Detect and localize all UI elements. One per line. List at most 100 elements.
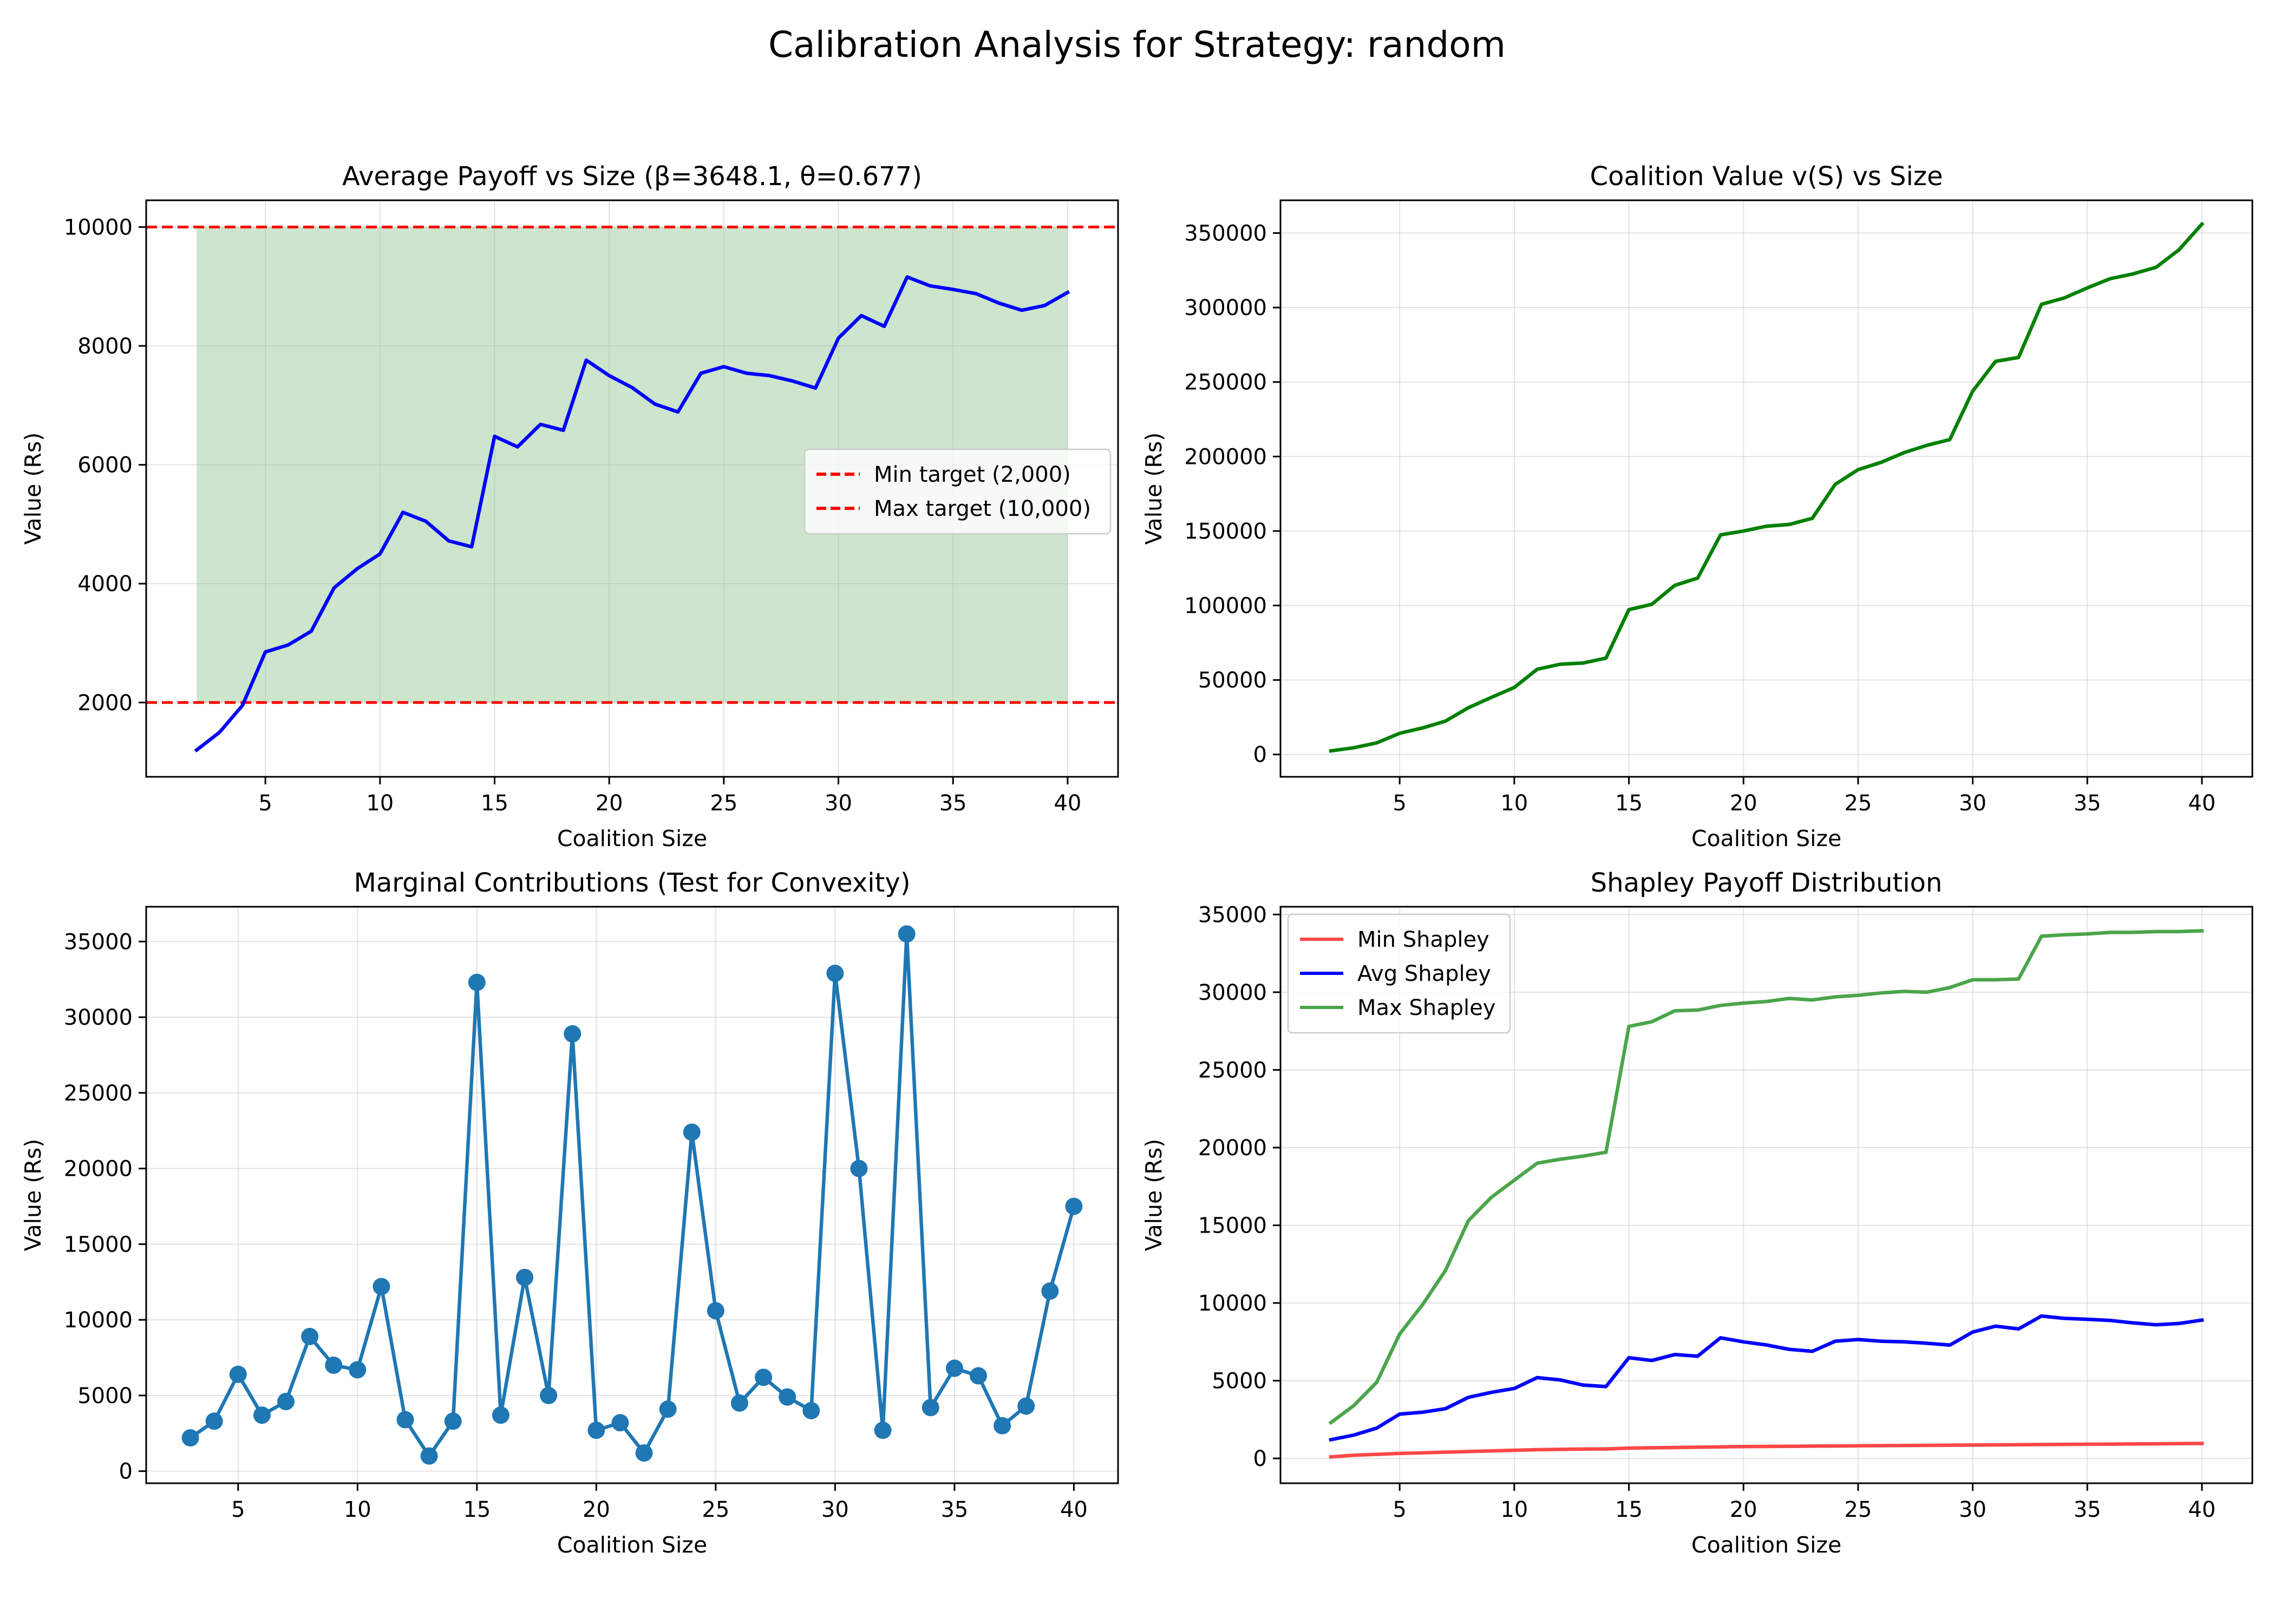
y-tick-label: 0 [1253,1446,1267,1471]
y-tick-label: 30000 [64,1005,133,1030]
data-point [516,1268,534,1286]
x-tick-label: 15 [1615,1497,1643,1522]
legend: Min target (2,000) Max target (10,000) [803,448,1112,535]
y-tick-label: 2000 [77,691,133,716]
y-tick-label: 15000 [64,1232,133,1257]
data-point [826,964,844,982]
axes-frame [1279,906,2253,1484]
y-axis-label: Value (Rs) [1141,433,1167,545]
x-tick-label: 30 [1959,791,1987,816]
axes-frame [1279,199,2253,778]
x-tick-label: 35 [939,791,967,816]
y-tick-label: 150000 [1184,519,1267,544]
y-tick-label: 25000 [1198,1058,1267,1083]
data-point [635,1444,653,1462]
x-tick-label: 40 [1054,791,1081,816]
chart-3: 5 10 15 20 25 30 35 40 0 5000 10000 15000 20000 25000… [20,868,1119,1558]
data-point [564,1025,581,1043]
data-point [659,1400,677,1418]
x-tick-label: 15 [1615,791,1643,816]
x-tick-label: 30 [821,1497,849,1522]
chart-title: Average Payoff vs Size (β=3648.1, θ=0.67… [342,161,922,192]
y-tick-label: 250000 [1184,370,1267,395]
x-tick-label: 10 [1500,791,1528,816]
data-point [373,1278,390,1295]
x-axis-label: Coalition Size [1691,1532,1841,1558]
y-tick-label: 6000 [77,453,133,478]
x-tick-label: 40 [2188,791,2216,816]
data-point [730,1394,748,1412]
x-tick-label: 20 [1730,791,1757,816]
data-point [707,1302,724,1320]
x-tick-label: 5 [1393,1497,1406,1522]
data-point [1017,1397,1035,1415]
series-line-3 [1328,929,2204,1425]
y-tick-label: 100000 [1184,594,1267,619]
data-point [229,1365,247,1383]
data-point [492,1406,509,1424]
data-point [874,1422,892,1439]
legend: Min Shapley Avg Shapley Max Shapley [1287,913,1511,1034]
y-tick-label: 35000 [64,929,133,954]
x-tick-label: 10 [366,791,394,816]
plot-area [146,225,1118,753]
plot-area [1329,221,2205,753]
y-tick-label: 25000 [64,1081,133,1106]
legend-label: Avg Shapley [1357,961,1491,986]
data-point [850,1160,868,1177]
series-line-1 [1329,221,2205,753]
series-line-1 [1329,1442,2204,1459]
data-point [540,1386,558,1404]
x-tick-label: 5 [258,791,272,816]
y-tick-label: 15000 [1198,1213,1267,1238]
series-line-2 [1329,1314,2204,1442]
data-point [994,1417,1011,1435]
x-tick-label: 20 [596,791,623,816]
chart-title: Marginal Contributions (Test for Convexi… [354,868,910,898]
legend-box [803,448,1112,535]
data-point [325,1356,343,1374]
axes-frame [145,199,1119,778]
x-tick-label: 5 [231,1497,245,1522]
legend-label: Max Shapley [1357,996,1495,1020]
x-tick-label: 25 [702,1497,729,1522]
x-axis-label: Coalition Size [557,1532,707,1558]
chart-2: 5 10 15 20 25 30 35 40 0 50000 100000 150000 200000 2… [1141,161,2253,852]
data-point [1041,1282,1059,1300]
x-tick-label: 40 [2188,1497,2216,1522]
y-tick-label: 4000 [77,572,133,597]
data-point [1065,1197,1083,1215]
data-point [253,1406,271,1424]
x-tick-label: 10 [344,1497,371,1522]
legend-label: Min Shapley [1357,927,1489,952]
plot-area [181,925,1083,1465]
legend-box [1287,913,1511,1034]
y-axis-label: Value (Rs) [20,433,46,545]
y-tick-label: 10000 [64,215,133,240]
x-tick-label: 5 [1393,791,1406,816]
y-tick-label: 20000 [64,1157,133,1182]
plot-area [1328,929,2204,1459]
y-tick-label: 200000 [1184,444,1267,469]
x-tick-label: 25 [710,791,737,816]
y-tick-label: 5000 [1212,1369,1267,1394]
x-tick-label: 30 [825,791,852,816]
data-point [181,1429,199,1447]
data-point [611,1414,629,1432]
x-tick-label: 35 [2074,1497,2101,1522]
x-tick-label: 10 [1500,1497,1528,1522]
data-point [420,1447,438,1465]
data-point [396,1411,414,1429]
y-tick-label: 10000 [1198,1291,1267,1316]
legend-label: Max target (10,000) [874,496,1091,521]
y-tick-label: 0 [119,1459,133,1484]
chart-1: 5 10 15 20 25 30 35 40 2000 4000 6000 8000 10000 Aver… [20,161,1119,852]
y-tick-label: 30000 [1198,980,1267,1005]
x-tick-label: 40 [1060,1497,1088,1522]
x-tick-label: 35 [2074,791,2101,816]
legend-label: Min target (2,000) [874,462,1071,487]
data-point [922,1399,939,1417]
data-point [969,1367,987,1385]
x-axis-label: Coalition Size [557,826,707,852]
